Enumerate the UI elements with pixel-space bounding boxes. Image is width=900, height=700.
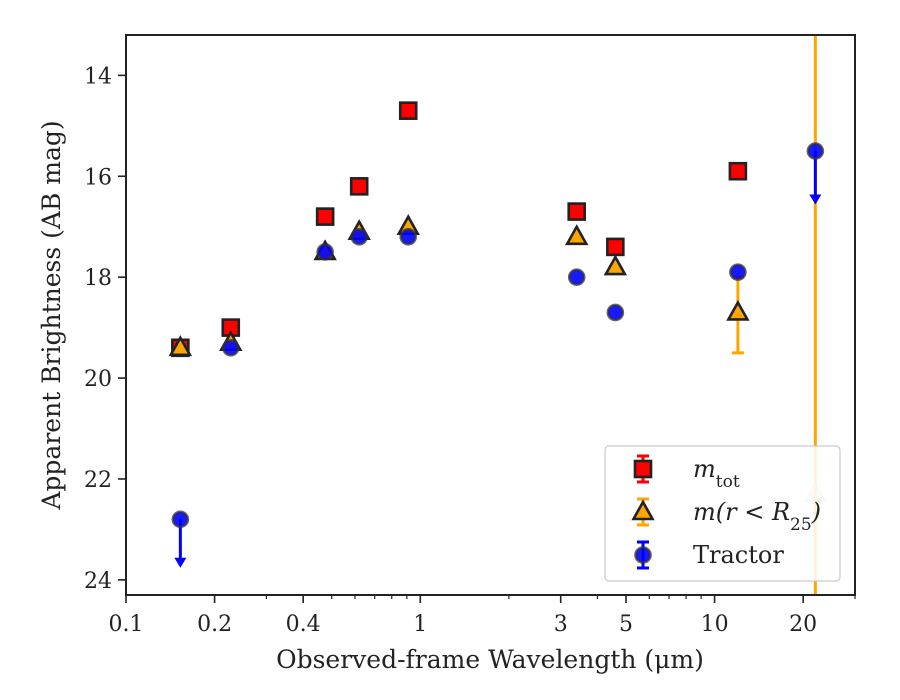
data-point [567,268,586,286]
data-point [728,161,748,181]
legend-entry: mtot [633,454,740,492]
data-point [606,237,625,257]
y-tick-label: 22 [84,468,112,493]
x-tick-label: 1 [413,612,427,637]
y-tick-label: 18 [84,266,112,291]
legend-entry: Tractor [634,540,784,570]
y-tick-label: 20 [84,367,112,392]
legend-label: m(r < R25) [693,498,821,535]
data-point [729,263,747,281]
legend-entry: m(r < R25) [631,497,821,535]
x-tick-label: 10 [701,612,729,637]
y-tick-label: 14 [84,64,112,89]
data-point [567,202,587,221]
x-tick-label: 0.1 [109,612,144,637]
upper-limit-arrow [809,194,822,205]
legend-label: mtot [693,455,740,492]
legend-marker [633,459,653,479]
data-point [398,101,418,120]
legend-marker [631,499,655,521]
x-tick-label: 5 [619,612,633,637]
y-axis-label: Apparent Brightness (AB mag) [37,120,66,510]
data-point [564,224,589,246]
legend-marker [634,546,652,564]
data-point [806,142,825,160]
legend: mtot m(r < R25) Tractor [604,445,841,582]
y-tick-label: 16 [84,165,112,190]
series-circle [171,142,825,568]
y-tick-label: 24 [84,569,112,594]
data-point [606,303,625,322]
x-tick-label: 3 [554,612,568,637]
data-point [349,177,369,196]
data-point [603,254,628,276]
series-square [171,101,748,358]
x-axis-label: Observed-frame Wavelength (μm) [276,645,704,674]
plot-frame [125,34,856,596]
data-point [168,335,193,357]
data-point [316,243,334,261]
data-point [171,510,190,529]
x-tick-label: 20 [789,612,817,637]
data-point [399,228,418,246]
x-tick-label: 0.2 [197,612,232,637]
data-point [726,299,750,321]
data-point [350,228,368,246]
legend-label: Tractor [693,541,784,569]
data-point [315,207,335,226]
x-tick-label: 0.4 [286,612,321,637]
data-point [221,338,240,357]
axis-layer: 0.1 0.2 0.4 1 3 5 10 20 14 16 18 20 22 24 [84,64,856,637]
upper-limit-arrow [174,557,187,568]
legend-box [604,445,841,582]
